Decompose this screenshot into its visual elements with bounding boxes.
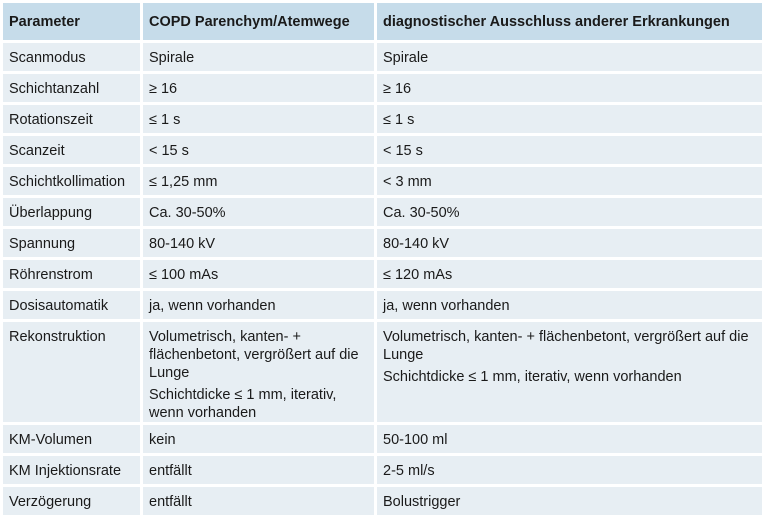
copd-cell: Spirale: [143, 43, 374, 71]
ausschluss-cell: ≥ 16: [377, 74, 762, 102]
header-row: Parameter COPD Parenchym/Atemwege diagno…: [3, 3, 762, 40]
ausschluss-cell: ≤ 1 s: [377, 105, 762, 133]
ausschluss-cell: ja, wenn vorhanden: [377, 291, 762, 319]
parameter-cell: Rekonstruktion: [3, 322, 140, 422]
copd-cell: 80-140 kV: [143, 229, 374, 257]
copd-cell: Ca. 30-50%: [143, 198, 374, 226]
parameter-cell: Überlappung: [3, 198, 140, 226]
ausschluss-cell: 2-5 ml/s: [377, 456, 762, 484]
copd-cell: ja, wenn vorhanden: [143, 291, 374, 319]
parameter-cell: Dosisautomatik: [3, 291, 140, 319]
ausschluss-cell-line: Schichtdicke ≤ 1 mm, iterativ, wenn vorh…: [383, 369, 682, 385]
parameter-cell: Scanzeit: [3, 136, 140, 164]
copd-cell: ≤ 1,25 mm: [143, 167, 374, 195]
ausschluss-cell: < 3 mm: [377, 167, 762, 195]
parameter-cell: Rotationszeit: [3, 105, 140, 133]
table-row: Schichtkollimation ≤ 1,25 mm < 3 mm: [3, 167, 762, 195]
copd-cell-line: Schichtdicke ≤ 1 mm, iterativ, wenn vorh…: [149, 387, 337, 421]
ausschluss-cell-line: Volumetrisch, kanten- + flächenbetont, v…: [383, 329, 749, 363]
table-row: Rotationszeit ≤ 1 s ≤ 1 s: [3, 105, 762, 133]
table-row: Dosisautomatik ja, wenn vorhanden ja, we…: [3, 291, 762, 319]
parameter-cell: Röhrenstrom: [3, 260, 140, 288]
copd-cell: ≤ 1 s: [143, 105, 374, 133]
copd-cell: ≥ 16: [143, 74, 374, 102]
ausschluss-cell: 80-140 kV: [377, 229, 762, 257]
header-copd: COPD Parenchym/Atemwege: [143, 3, 374, 40]
parameter-cell: Verzögerung: [3, 487, 140, 515]
parameter-cell: Schichtkollimation: [3, 167, 140, 195]
header-parameter: Parameter: [3, 3, 140, 40]
copd-cell-line: Volumetrisch, kanten- + flächenbetont, v…: [149, 329, 359, 381]
parameter-cell: Schichtanzahl: [3, 74, 140, 102]
parameter-cell: KM-Volumen: [3, 425, 140, 453]
table-row: Überlappung Ca. 30-50% Ca. 30-50%: [3, 198, 762, 226]
table-row: Scanmodus Spirale Spirale: [3, 43, 762, 71]
copd-cell: entfällt: [143, 487, 374, 515]
ausschluss-cell: 50-100 ml: [377, 425, 762, 453]
parameter-cell: KM Injektionsrate: [3, 456, 140, 484]
table-row: KM Injektionsrate entfällt 2-5 ml/s: [3, 456, 762, 484]
copd-cell: ≤ 100 mAs: [143, 260, 374, 288]
ausschluss-cell: Bolustrigger: [377, 487, 762, 515]
copd-cell: Volumetrisch, kanten- + flächenbetont, v…: [143, 322, 374, 422]
copd-cell: entfällt: [143, 456, 374, 484]
table-row: Scanzeit < 15 s < 15 s: [3, 136, 762, 164]
table-row: KM-Volumen kein 50-100 ml: [3, 425, 762, 453]
ausschluss-cell: ≤ 120 mAs: [377, 260, 762, 288]
table-row: Spannung 80-140 kV 80-140 kV: [3, 229, 762, 257]
ausschluss-cell: < 15 s: [377, 136, 762, 164]
table-row: Rekonstruktion Volumetrisch, kanten- + f…: [3, 322, 762, 422]
table-row: Verzögerung entfällt Bolustrigger: [3, 487, 762, 515]
ausschluss-cell: Spirale: [377, 43, 762, 71]
parameter-cell: Spannung: [3, 229, 140, 257]
copd-cell: kein: [143, 425, 374, 453]
ausschluss-cell: Ca. 30-50%: [377, 198, 762, 226]
ausschluss-cell: Volumetrisch, kanten- + flächenbetont, v…: [377, 322, 762, 422]
header-ausschluss: diagnostischer Ausschluss anderer Erkran…: [377, 3, 762, 40]
parameter-cell: Scanmodus: [3, 43, 140, 71]
table-row: Schichtanzahl ≥ 16 ≥ 16: [3, 74, 762, 102]
copd-cell: < 15 s: [143, 136, 374, 164]
table-row: Röhrenstrom ≤ 100 mAs ≤ 120 mAs: [3, 260, 762, 288]
